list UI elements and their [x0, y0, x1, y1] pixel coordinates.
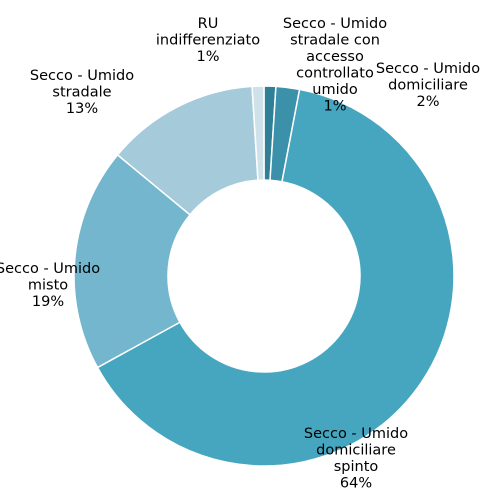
- slice-label-line: 13%: [66, 101, 98, 117]
- slice-2: [96, 88, 455, 467]
- slice-label-line: umido: [312, 82, 358, 98]
- slice-label-line: misto: [28, 278, 68, 294]
- labels-group: Secco - Umido stradale con accesso controll…: [0, 16, 480, 492]
- slice-label-0: Secco - Umido stradale con accesso controll…: [283, 16, 387, 115]
- slice-label-line: Secco - Umido: [283, 16, 387, 32]
- slice-label-line: indifferenziato: [156, 33, 260, 49]
- slice-label-line: domiciliare: [316, 443, 396, 459]
- slice-label-line: Secco - Umido: [304, 426, 408, 442]
- slice-3: [73, 153, 192, 369]
- slice-label-line: RU: [198, 16, 219, 32]
- slice-label-line: domiciliare: [388, 78, 468, 94]
- slice-label-3: Secco - Umido misto 19%: [0, 261, 100, 310]
- slice-label-line: 1%: [323, 99, 346, 115]
- slice-label-line: 64%: [340, 476, 372, 492]
- slice-label-4: Secco - Umido stradale 13%: [30, 68, 134, 117]
- slice-label-line: 19%: [32, 294, 64, 310]
- slice-label-line: Secco - Umido: [0, 261, 100, 277]
- slice-label-line: 1%: [196, 49, 219, 65]
- slice-5: [251, 85, 265, 181]
- slice-label-2: Secco - Umido domiciliare spinto 64%: [304, 426, 408, 492]
- slice-label-1: Secco - Umido domiciliare 2%: [376, 61, 480, 110]
- slice-label-line: Secco - Umido: [30, 68, 134, 84]
- slice-label-line: stradale con: [290, 33, 380, 49]
- slice-label-line: 2%: [416, 94, 439, 110]
- slice-label-line: spinto: [334, 459, 379, 475]
- slice-label-line: Secco - Umido: [376, 61, 480, 77]
- slice-label-line: stradale: [52, 85, 111, 101]
- slice-label-line: controllato: [296, 66, 374, 82]
- slices-group: [73, 85, 455, 467]
- slice-label-line: accesso: [306, 49, 364, 65]
- slice-label-5: RU indifferenziato 1%: [156, 16, 260, 65]
